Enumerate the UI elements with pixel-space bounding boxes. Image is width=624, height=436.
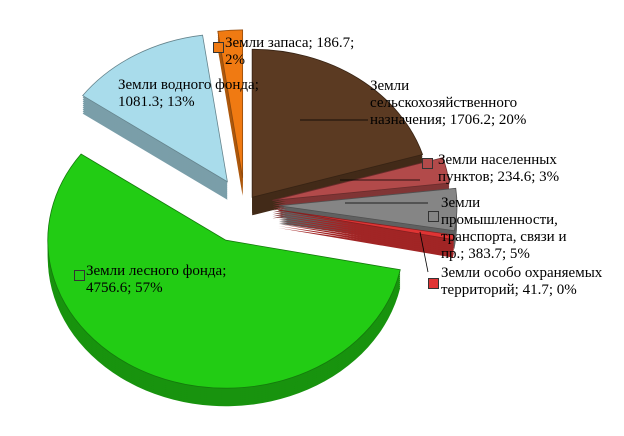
label-key [422,158,433,169]
data-label: Земли населенных пунктов; 234.6; 3% [438,152,560,185]
label-key [213,42,224,53]
data-label: Земли сельскохозяйственного назначения; … [370,78,527,128]
slice [278,209,455,241]
slice-side [278,212,454,242]
slice [82,34,228,183]
slice-side [278,226,454,256]
data-label: Земли особо охраняемых территорий; 41.7;… [441,265,603,298]
slice [272,157,450,201]
leader-line [419,231,429,273]
slice [217,29,244,178]
slice-side [278,224,454,254]
data-label: Земли промышленности, транспорта, связи … [441,195,567,262]
slice [278,187,458,232]
slice-side [278,220,454,250]
slice-side [278,222,454,252]
slice-side [278,218,454,248]
label-key [428,278,439,289]
label-key [74,270,85,281]
data-label: Земли водного фонда; 1081.3; 13% [118,77,259,110]
slice-side [278,214,454,244]
data-label: Земли запаса; 186.7; 2% [225,35,355,68]
slice [251,48,424,198]
slice [47,153,401,389]
slice-side [278,216,454,246]
label-key [428,211,439,222]
slice-side [278,228,454,258]
data-label: Земли лесного фонда; 4756.6; 57% [86,263,227,296]
